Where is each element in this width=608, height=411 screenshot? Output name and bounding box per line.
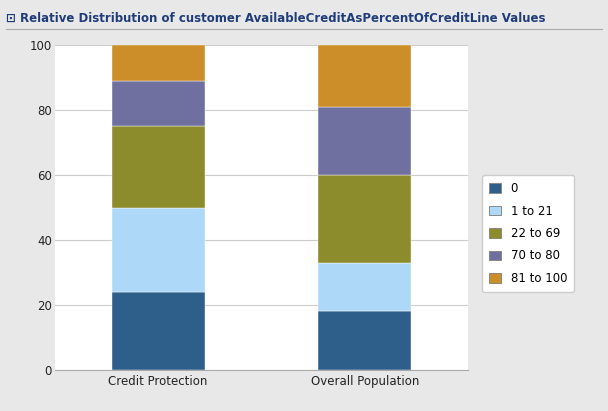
Bar [112, 292, 205, 370]
Legend: 0, 1 to 21, 22 to 69, 70 to 80, 81 to 100: 0, 1 to 21, 22 to 69, 70 to 80, 81 to 10… [482, 175, 574, 292]
Bar [319, 263, 411, 312]
Bar [112, 127, 205, 208]
Bar [112, 81, 205, 127]
Bar [319, 175, 411, 263]
Bar [112, 208, 205, 292]
Bar [319, 45, 411, 107]
Bar [112, 45, 205, 81]
Bar [319, 312, 411, 370]
Bar [319, 107, 411, 175]
Text: ⊡ Relative Distribution of customer AvailableCreditAsPercentOfCreditLine Values: ⊡ Relative Distribution of customer Avai… [6, 12, 545, 25]
